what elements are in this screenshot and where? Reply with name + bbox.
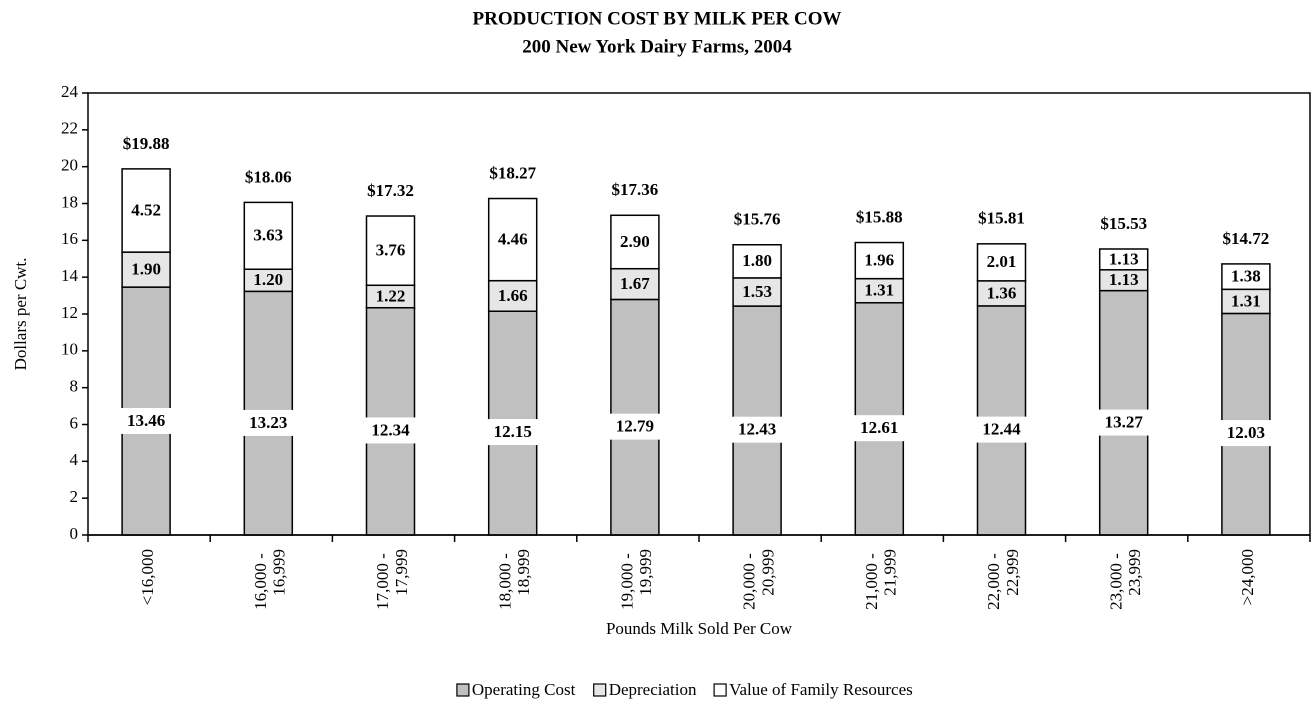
data-label: 12.34 bbox=[371, 420, 410, 439]
label-background bbox=[728, 416, 787, 443]
total-label: $18.27 bbox=[489, 163, 536, 182]
bar-segment bbox=[365, 215, 416, 287]
total-label: $15.53 bbox=[1100, 214, 1147, 233]
x-tick-label: 18,000 - 18,999 bbox=[495, 549, 533, 610]
y-tick-label: 14 bbox=[61, 266, 79, 285]
label-background bbox=[483, 419, 542, 446]
y-tick-label: 16 bbox=[61, 229, 78, 248]
data-label: 2.01 bbox=[987, 252, 1017, 271]
bar-segment bbox=[610, 267, 660, 301]
data-label: 12.44 bbox=[982, 420, 1021, 439]
bar-segment bbox=[487, 279, 538, 312]
y-tick-label: 10 bbox=[61, 340, 78, 359]
x-tick-label: >24,000 bbox=[1238, 549, 1257, 605]
bar-segment bbox=[976, 243, 1027, 282]
x-tick-label: 20,000 - 20,999 bbox=[740, 549, 778, 610]
bar-segment bbox=[610, 214, 660, 270]
data-label: 1.13 bbox=[1109, 249, 1139, 268]
total-label: $19.88 bbox=[123, 134, 170, 153]
legend-label: Depreciation bbox=[609, 680, 697, 699]
bar-segment bbox=[732, 244, 782, 279]
chart-title: PRODUCTION COST BY MILK PER COW bbox=[473, 8, 842, 29]
label-background bbox=[1216, 420, 1275, 447]
legend-swatch bbox=[593, 683, 607, 697]
data-label: 1.38 bbox=[1231, 267, 1261, 286]
x-tick-label: 16,000 - 16,999 bbox=[251, 549, 289, 610]
total-label: $17.32 bbox=[367, 181, 414, 200]
data-label: 1.67 bbox=[620, 274, 650, 293]
y-tick-label: 6 bbox=[70, 413, 79, 432]
y-tick-label: 20 bbox=[61, 156, 78, 175]
total-label: $18.06 bbox=[245, 167, 292, 186]
label-background bbox=[1094, 409, 1153, 436]
data-label: 13.46 bbox=[127, 411, 165, 430]
x-tick-label: 19,000 - 19,999 bbox=[617, 549, 655, 610]
data-label: 4.52 bbox=[131, 200, 161, 219]
total-label: $14.72 bbox=[1223, 229, 1270, 248]
y-tick-label: 12 bbox=[61, 303, 78, 322]
total-label: $15.88 bbox=[856, 207, 903, 226]
legend-label: Value of Family Resources bbox=[729, 680, 913, 699]
y-tick-label: 4 bbox=[70, 450, 79, 469]
label-background bbox=[117, 407, 176, 434]
data-label: 1.96 bbox=[864, 250, 894, 269]
label-background bbox=[239, 409, 298, 436]
bar-segment bbox=[854, 241, 905, 280]
data-label: 13.27 bbox=[1105, 412, 1144, 431]
total-label: $17.36 bbox=[612, 180, 659, 199]
x-tick-label: <16,000 bbox=[138, 549, 157, 605]
y-tick-label: 2 bbox=[70, 487, 79, 506]
label-background bbox=[361, 417, 420, 444]
legend-swatch bbox=[456, 683, 470, 697]
total-label: $15.76 bbox=[734, 210, 781, 229]
y-tick-label: 24 bbox=[61, 82, 79, 101]
x-axis-label: Pounds Milk Sold Per Cow bbox=[606, 619, 793, 638]
legend-swatch bbox=[713, 683, 727, 697]
y-tick-label: 8 bbox=[70, 377, 79, 396]
y-axis-label: Dollars per Cwt. bbox=[11, 258, 30, 371]
bar-segment bbox=[1098, 248, 1149, 271]
x-tick-label: 22,000 - 22,999 bbox=[984, 549, 1022, 610]
x-tick-label: 21,000 - 21,999 bbox=[862, 549, 900, 610]
data-label: 1.90 bbox=[131, 260, 161, 279]
data-label: 3.76 bbox=[376, 241, 406, 260]
data-label: 1.36 bbox=[987, 283, 1017, 302]
data-label: 12.43 bbox=[738, 420, 776, 439]
data-label: 1.80 bbox=[742, 251, 772, 270]
bar-segment bbox=[732, 277, 782, 307]
data-label: 1.13 bbox=[1109, 270, 1139, 289]
data-label: 3.63 bbox=[253, 226, 283, 245]
data-label: 12.61 bbox=[860, 418, 898, 437]
y-tick-label: 18 bbox=[61, 192, 78, 211]
label-background bbox=[605, 413, 664, 440]
bar-segment bbox=[1221, 263, 1271, 291]
chart-subtitle: 200 New York Dairy Farms, 2004 bbox=[522, 36, 792, 57]
data-label: 12.15 bbox=[494, 422, 532, 441]
data-label: 1.20 bbox=[253, 270, 283, 289]
y-tick-label: 22 bbox=[61, 119, 78, 138]
y-tick-label: 0 bbox=[70, 524, 79, 543]
legend-label: Operating Cost bbox=[472, 680, 576, 699]
data-label: 4.46 bbox=[498, 230, 528, 249]
x-tick-label: 17,000 - 17,999 bbox=[373, 549, 411, 610]
data-label: 13.23 bbox=[249, 413, 287, 432]
label-background bbox=[850, 415, 909, 442]
bar-segment bbox=[487, 197, 538, 282]
total-label: $15.81 bbox=[978, 209, 1025, 228]
label-background bbox=[972, 416, 1031, 443]
data-label: 1.31 bbox=[1231, 291, 1261, 310]
bar-segment bbox=[854, 277, 905, 304]
bar-segment bbox=[121, 168, 171, 253]
data-label: 1.53 bbox=[742, 282, 772, 301]
bar-segment bbox=[243, 201, 294, 270]
x-tick-label: 23,000 - 23,999 bbox=[1106, 549, 1144, 610]
data-label: 1.22 bbox=[376, 286, 406, 305]
data-label: 12.79 bbox=[616, 417, 654, 436]
data-label: 2.90 bbox=[620, 232, 650, 251]
data-label: 1.66 bbox=[498, 286, 528, 305]
data-label: 12.03 bbox=[1227, 423, 1265, 442]
data-label: 1.31 bbox=[864, 281, 894, 300]
